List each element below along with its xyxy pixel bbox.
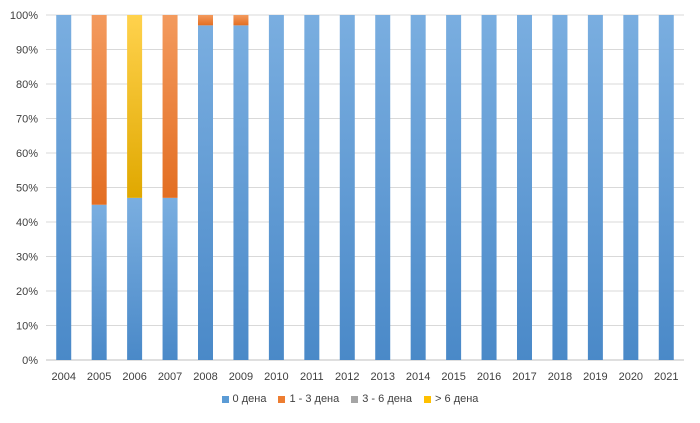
bars bbox=[56, 15, 674, 360]
x-tick-label: 2012 bbox=[335, 371, 359, 383]
legend-item: > 6 дена bbox=[424, 393, 478, 405]
x-tick-label: 2004 bbox=[51, 371, 75, 383]
x-tick-label: 2018 bbox=[548, 371, 572, 383]
legend-label: 3 - 6 дена bbox=[362, 393, 413, 405]
legend: 0 дена 1 - 3 дена 3 - 6 дена > 6 дена bbox=[0, 393, 700, 405]
legend-swatch bbox=[351, 395, 359, 403]
x-tick-label: 2016 bbox=[477, 371, 501, 383]
bar-segment-2018-series-0 bbox=[552, 15, 568, 360]
bar-segment-2017-series-0 bbox=[517, 15, 532, 360]
x-tick-label: 2015 bbox=[441, 371, 465, 383]
y-tick-label: 90% bbox=[16, 45, 38, 57]
bar-segment-2013-series-0 bbox=[375, 15, 391, 360]
legend-swatch bbox=[424, 395, 432, 403]
x-tick-label: 2008 bbox=[193, 371, 217, 383]
x-tick-label: 2021 bbox=[654, 371, 678, 383]
bar-segment-2019-series-0 bbox=[587, 15, 603, 360]
x-tick-label: 2020 bbox=[619, 371, 643, 383]
x-tick-label: 2005 bbox=[87, 371, 111, 383]
y-tick-label: 50% bbox=[16, 183, 38, 195]
x-tick-label: 2009 bbox=[229, 371, 253, 383]
legend-label: 1 - 3 дена bbox=[289, 393, 340, 405]
legend-swatch bbox=[278, 395, 286, 403]
bar-segment-2014-series-0 bbox=[410, 15, 426, 360]
bar-segment-2004-series-0 bbox=[56, 15, 72, 360]
bar-segment-2007-series-0 bbox=[162, 197, 178, 360]
y-axis-tick-labels: 0% 10% 20% 30% 40% 50% 60% 70% 80% 90% 100% bbox=[10, 10, 38, 367]
bar-segment-2006-series-3 bbox=[127, 15, 143, 198]
y-tick-label: 20% bbox=[16, 286, 38, 298]
legend-label: > 6 дена bbox=[435, 393, 479, 405]
bar-segment-2005-series-1 bbox=[91, 15, 107, 205]
bar-segment-2006-series-0 bbox=[127, 197, 143, 360]
bar-segment-2005-series-0 bbox=[91, 204, 107, 360]
legend-item: 0 дена bbox=[221, 393, 267, 405]
y-tick-label: 0% bbox=[22, 355, 38, 367]
bar-segment-2010-series-0 bbox=[268, 15, 284, 360]
legend-label: 0 дена bbox=[232, 393, 267, 405]
x-tick-label: 2014 bbox=[406, 371, 430, 383]
x-tick-label: 2013 bbox=[370, 371, 394, 383]
y-tick-label: 100% bbox=[10, 10, 38, 22]
x-tick-label: 2007 bbox=[158, 371, 182, 383]
x-tick-label: 2017 bbox=[512, 371, 536, 383]
bar-segment-2009-series-0 bbox=[233, 25, 249, 360]
x-tick-label: 2010 bbox=[264, 371, 288, 383]
bar-segment-2015-series-0 bbox=[446, 15, 462, 360]
bar-segment-2021-series-0 bbox=[658, 15, 674, 360]
legend-item: 3 - 6 дена bbox=[351, 393, 412, 405]
bar-segment-2007-series-1 bbox=[162, 15, 178, 198]
x-axis-tick-labels: 2004 2005 2006 2007 2008 2009 2010 2011 2012 2013… bbox=[51, 371, 678, 383]
bar-segment-2008-series-0 bbox=[198, 25, 213, 360]
legend-swatch bbox=[221, 395, 229, 403]
bar-segment-2008-series-1 bbox=[198, 15, 213, 26]
y-tick-label: 80% bbox=[16, 79, 38, 91]
bar-segment-2009-series-1 bbox=[233, 15, 249, 26]
legend-item: 1 - 3 дена bbox=[278, 393, 339, 405]
y-tick-label: 10% bbox=[16, 321, 38, 333]
bar-segment-2012-series-0 bbox=[339, 15, 355, 360]
x-tick-label: 2011 bbox=[300, 371, 324, 383]
bar-segment-2011-series-0 bbox=[304, 15, 320, 360]
y-tick-label: 70% bbox=[16, 114, 38, 126]
y-tick-label: 40% bbox=[16, 217, 38, 229]
gridlines bbox=[46, 14, 684, 361]
x-tick-label: 2006 bbox=[122, 371, 146, 383]
y-tick-label: 30% bbox=[16, 252, 38, 264]
bar-segment-2020-series-0 bbox=[623, 15, 639, 360]
bar-segment-2016-series-0 bbox=[481, 15, 497, 360]
x-tick-label: 2019 bbox=[583, 371, 607, 383]
y-tick-label: 60% bbox=[16, 148, 38, 160]
